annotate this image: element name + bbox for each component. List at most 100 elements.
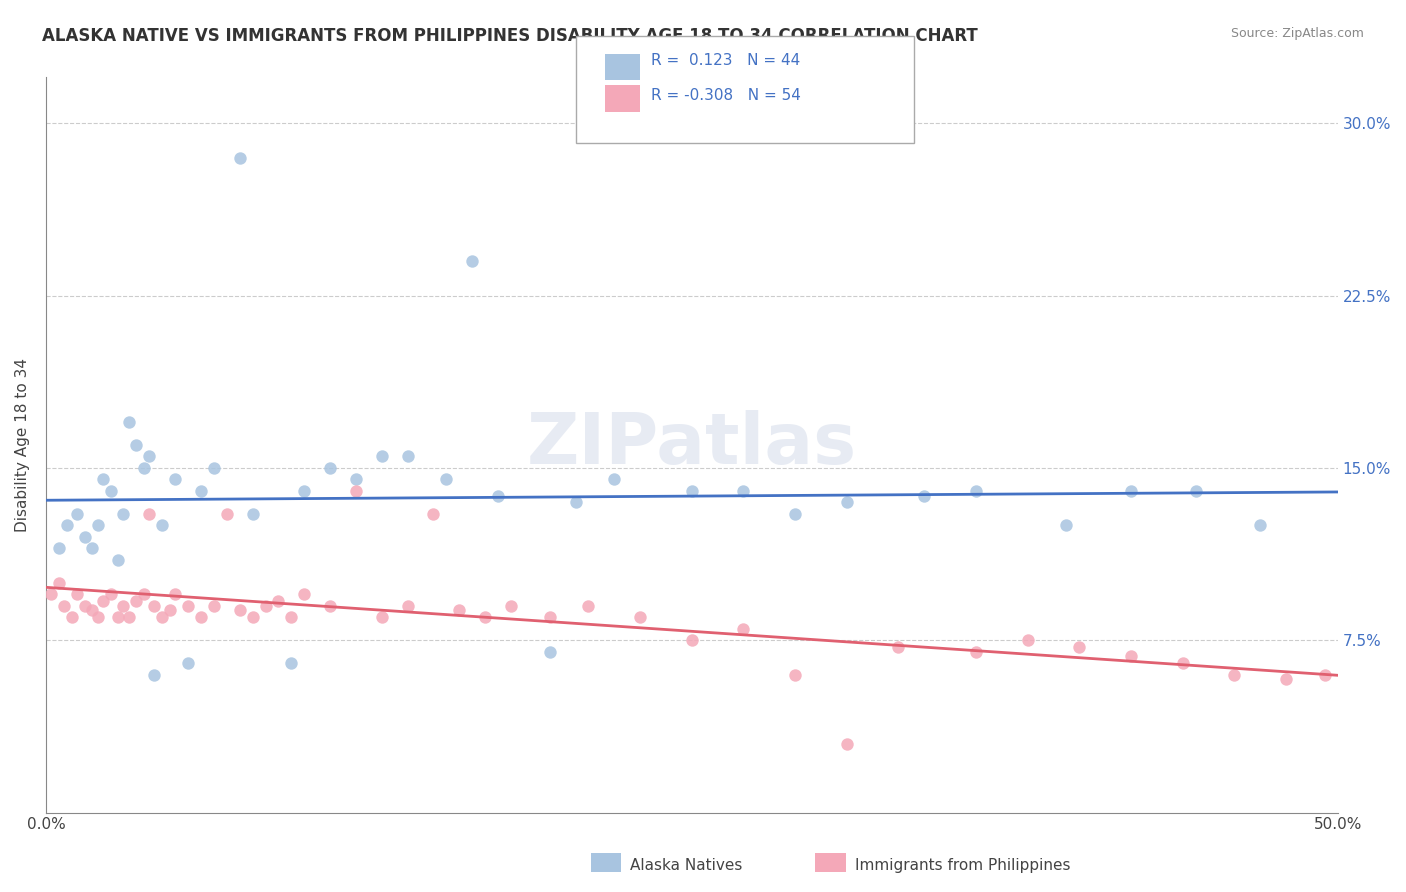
- Text: R =  0.123   N = 44: R = 0.123 N = 44: [651, 54, 800, 68]
- Text: Source: ZipAtlas.com: Source: ZipAtlas.com: [1230, 27, 1364, 40]
- Immigrants from Philippines: [112, 599, 135, 613]
- Immigrants from Philippines: [1171, 657, 1194, 671]
- Alaska Natives: [785, 507, 807, 521]
- Alaska Natives: [292, 483, 315, 498]
- Alaska Natives: [91, 472, 114, 486]
- Immigrants from Philippines: [292, 587, 315, 601]
- Immigrants from Philippines: [86, 610, 108, 624]
- Alaska Natives: [280, 657, 302, 671]
- Immigrants from Philippines: [165, 587, 187, 601]
- Alaska Natives: [66, 507, 89, 521]
- Alaska Natives: [112, 507, 135, 521]
- Immigrants from Philippines: [628, 610, 651, 624]
- Alaska Natives: [138, 450, 160, 464]
- Alaska Natives: [965, 483, 987, 498]
- Alaska Natives: [603, 472, 626, 486]
- Immigrants from Philippines: [538, 610, 561, 624]
- Immigrants from Philippines: [1223, 667, 1246, 681]
- Immigrants from Philippines: [578, 599, 600, 613]
- Alaska Natives: [461, 254, 484, 268]
- Immigrants from Philippines: [422, 507, 444, 521]
- Alaska Natives: [319, 461, 342, 475]
- Alaska Natives: [150, 518, 173, 533]
- Immigrants from Philippines: [134, 587, 156, 601]
- Immigrants from Philippines: [319, 599, 342, 613]
- Alaska Natives: [912, 489, 935, 503]
- Alaska Natives: [143, 667, 166, 681]
- Immigrants from Philippines: [267, 594, 290, 608]
- Alaska Natives: [733, 483, 755, 498]
- Alaska Natives: [48, 541, 70, 556]
- Immigrants from Philippines: [499, 599, 522, 613]
- Immigrants from Philippines: [39, 587, 62, 601]
- Alaska Natives: [82, 541, 104, 556]
- Alaska Natives: [1184, 483, 1206, 498]
- Text: Immigrants from Philippines: Immigrants from Philippines: [855, 858, 1070, 872]
- Alaska Natives: [242, 507, 264, 521]
- Immigrants from Philippines: [125, 594, 148, 608]
- Immigrants from Philippines: [91, 594, 114, 608]
- Alaska Natives: [835, 495, 858, 509]
- Text: Alaska Natives: Alaska Natives: [630, 858, 742, 872]
- Immigrants from Philippines: [60, 610, 83, 624]
- Immigrants from Philippines: [1069, 640, 1091, 654]
- Alaska Natives: [538, 645, 561, 659]
- Immigrants from Philippines: [887, 640, 910, 654]
- Immigrants from Philippines: [159, 603, 181, 617]
- Alaska Natives: [396, 450, 419, 464]
- Immigrants from Philippines: [344, 483, 367, 498]
- Alaska Natives: [107, 553, 129, 567]
- Alaska Natives: [564, 495, 586, 509]
- Alaska Natives: [371, 450, 394, 464]
- Immigrants from Philippines: [228, 603, 250, 617]
- Alaska Natives: [681, 483, 703, 498]
- Text: R = -0.308   N = 54: R = -0.308 N = 54: [651, 88, 801, 103]
- Alaska Natives: [202, 461, 225, 475]
- Immigrants from Philippines: [1313, 667, 1336, 681]
- Immigrants from Philippines: [190, 610, 212, 624]
- Immigrants from Philippines: [215, 507, 238, 521]
- Alaska Natives: [73, 530, 96, 544]
- Immigrants from Philippines: [1119, 649, 1142, 664]
- Immigrants from Philippines: [835, 737, 858, 751]
- Immigrants from Philippines: [107, 610, 129, 624]
- Alaska Natives: [190, 483, 212, 498]
- Text: ALASKA NATIVE VS IMMIGRANTS FROM PHILIPPINES DISABILITY AGE 18 TO 34 CORRELATION: ALASKA NATIVE VS IMMIGRANTS FROM PHILIPP…: [42, 27, 979, 45]
- Alaska Natives: [1249, 518, 1271, 533]
- Alaska Natives: [434, 472, 457, 486]
- Alaska Natives: [228, 151, 250, 165]
- Immigrants from Philippines: [280, 610, 302, 624]
- Alaska Natives: [117, 415, 139, 429]
- Text: ZIPatlas: ZIPatlas: [527, 410, 856, 480]
- Alaska Natives: [125, 438, 148, 452]
- Immigrants from Philippines: [254, 599, 277, 613]
- Alaska Natives: [100, 483, 122, 498]
- Immigrants from Philippines: [371, 610, 394, 624]
- Immigrants from Philippines: [143, 599, 166, 613]
- Immigrants from Philippines: [150, 610, 173, 624]
- Immigrants from Philippines: [53, 599, 76, 613]
- Immigrants from Philippines: [138, 507, 160, 521]
- Alaska Natives: [1054, 518, 1077, 533]
- Y-axis label: Disability Age 18 to 34: Disability Age 18 to 34: [15, 358, 30, 532]
- Alaska Natives: [486, 489, 509, 503]
- Immigrants from Philippines: [66, 587, 89, 601]
- Immigrants from Philippines: [681, 633, 703, 648]
- Immigrants from Philippines: [242, 610, 264, 624]
- Immigrants from Philippines: [82, 603, 104, 617]
- Alaska Natives: [86, 518, 108, 533]
- Alaska Natives: [165, 472, 187, 486]
- Immigrants from Philippines: [474, 610, 496, 624]
- Immigrants from Philippines: [785, 667, 807, 681]
- Immigrants from Philippines: [117, 610, 139, 624]
- Alaska Natives: [177, 657, 200, 671]
- Alaska Natives: [134, 461, 156, 475]
- Immigrants from Philippines: [396, 599, 419, 613]
- Immigrants from Philippines: [202, 599, 225, 613]
- Alaska Natives: [1119, 483, 1142, 498]
- Immigrants from Philippines: [48, 575, 70, 590]
- Immigrants from Philippines: [100, 587, 122, 601]
- Immigrants from Philippines: [73, 599, 96, 613]
- Immigrants from Philippines: [965, 645, 987, 659]
- Immigrants from Philippines: [177, 599, 200, 613]
